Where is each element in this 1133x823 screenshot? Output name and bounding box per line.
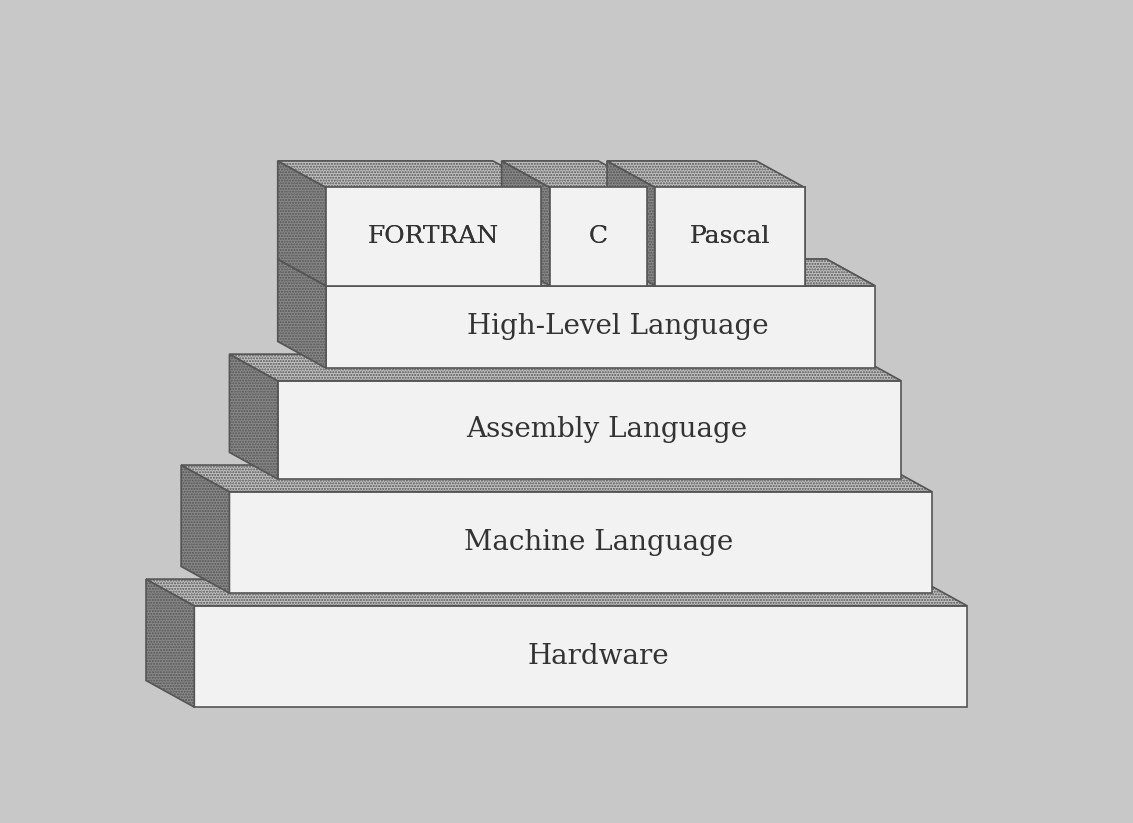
Text: FORTRAN: FORTRAN (368, 226, 500, 248)
Text: C: C (589, 226, 607, 248)
Polygon shape (278, 160, 542, 188)
Polygon shape (326, 188, 542, 286)
Text: Assembly Language: Assembly Language (467, 416, 748, 444)
Polygon shape (655, 188, 804, 286)
Polygon shape (146, 579, 968, 606)
Polygon shape (146, 579, 195, 707)
Polygon shape (502, 160, 647, 188)
Polygon shape (607, 160, 655, 286)
Text: Hardware: Hardware (528, 643, 668, 670)
Text: Machine Language: Machine Language (463, 529, 733, 556)
Polygon shape (195, 606, 968, 707)
Text: High-Level Language: High-Level Language (467, 314, 769, 341)
Polygon shape (278, 259, 875, 286)
Polygon shape (278, 160, 326, 286)
Polygon shape (181, 465, 932, 491)
Polygon shape (550, 188, 647, 286)
Text: C: C (589, 226, 607, 248)
Polygon shape (326, 188, 542, 286)
Polygon shape (181, 465, 229, 593)
Polygon shape (326, 286, 875, 368)
Polygon shape (502, 160, 550, 286)
Polygon shape (278, 259, 326, 368)
Polygon shape (278, 259, 875, 286)
Polygon shape (278, 381, 901, 479)
Polygon shape (607, 160, 804, 188)
Text: FORTRAN: FORTRAN (368, 226, 500, 248)
Polygon shape (229, 354, 278, 479)
Polygon shape (550, 188, 647, 286)
Polygon shape (229, 354, 901, 381)
Polygon shape (655, 188, 804, 286)
Text: Pascal: Pascal (690, 226, 770, 248)
Polygon shape (229, 491, 932, 593)
Text: Pascal: Pascal (690, 226, 770, 248)
